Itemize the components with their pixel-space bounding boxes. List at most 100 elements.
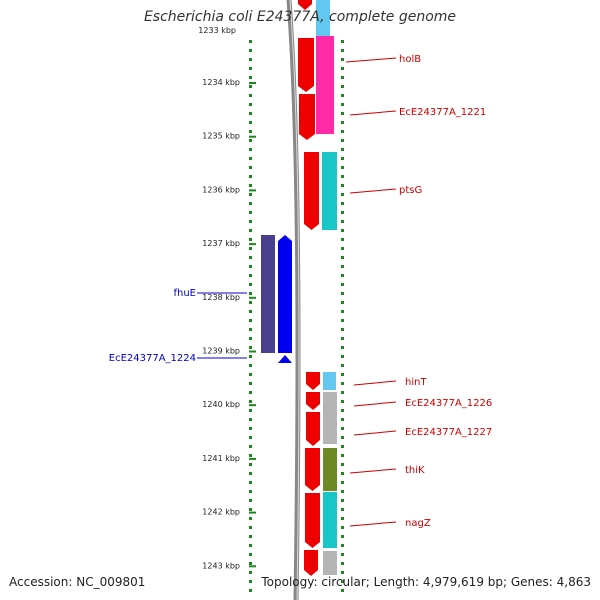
feature-track-dot — [341, 211, 344, 214]
cds-arrow — [304, 550, 318, 576]
gene-label: EcE24377A_1221 — [399, 107, 486, 118]
gene-label: EcE24377A_1224 — [109, 353, 196, 364]
scale-track-dot — [249, 76, 252, 79]
scale-track-dot — [249, 175, 252, 178]
feature-track-dot — [341, 319, 344, 322]
scale-track-dot — [249, 409, 252, 412]
scale-tick-label: 1241 kbp — [202, 454, 240, 463]
gene-callout-line — [349, 188, 397, 194]
feature-track-dot — [341, 544, 344, 547]
scale-track-dot — [249, 211, 252, 214]
scale-tick-label: 1242 kbp — [202, 508, 240, 517]
scale-track-dot — [249, 247, 252, 250]
scale-track-dot — [249, 283, 252, 286]
feature-track-dot — [341, 265, 344, 268]
feature-track-dot — [341, 274, 344, 277]
feature-track-dot — [341, 373, 344, 376]
feature-track-dot — [341, 472, 344, 475]
scale-track-dot — [249, 337, 252, 340]
scale-track-dot — [249, 463, 252, 466]
feature-track-dot — [341, 328, 344, 331]
gene-callouts: holB EcE24377A_1221 ptsG hinT EcE24377A_1226… — [109, 54, 493, 529]
feature-track-dot — [341, 490, 344, 493]
feature-track-dot — [341, 283, 344, 286]
scale-tick-label: 1238 kbp — [202, 293, 240, 302]
scale-tick-mark — [249, 189, 256, 192]
gene-callout-line — [345, 57, 397, 63]
cds-arrow — [306, 372, 320, 390]
feature-track-dot — [341, 400, 344, 403]
cds-arrow — [306, 412, 320, 446]
feature-track-dot — [341, 292, 344, 295]
feature-track-dot — [341, 175, 344, 178]
feature-track-dot — [341, 310, 344, 313]
scale-track-dot — [249, 67, 252, 70]
feature-track-dot — [341, 220, 344, 223]
gene-label: nagZ — [405, 518, 431, 529]
function-block — [322, 152, 337, 230]
reverse-cds-arrow — [278, 235, 292, 353]
scale-track-dot — [249, 391, 252, 394]
scale-track-dot — [249, 589, 252, 592]
cds-arrow — [298, 0, 312, 10]
map-title: Escherichia coli E24377A, complete genom… — [143, 9, 457, 25]
scale-track-dot — [249, 499, 252, 502]
scale-track-dot — [249, 157, 252, 160]
feature-track-dot — [341, 562, 344, 565]
feature-track-dot — [341, 427, 344, 430]
scale-track-dot — [249, 355, 252, 358]
scale-track-dot — [249, 85, 252, 88]
scale-track-dot — [249, 193, 252, 196]
cds-arrow — [299, 94, 315, 140]
feature-track-dot — [341, 508, 344, 511]
feature-track-dot — [341, 166, 344, 169]
scale-track-dot — [249, 454, 252, 457]
scale-track-dot — [249, 481, 252, 484]
gene-callout-line — [349, 468, 397, 474]
reverse-cds-arrow — [278, 355, 292, 363]
scale-dot-tracks — [249, 40, 344, 592]
feature-track-dot — [341, 517, 344, 520]
feature-track-dot — [341, 571, 344, 574]
gene-label: hinT — [405, 377, 427, 388]
feature-track-dot — [341, 229, 344, 232]
gene-callout-line — [349, 521, 397, 527]
scale-track-dot — [249, 229, 252, 232]
feature-track-dot — [341, 481, 344, 484]
scale-track-dot — [249, 121, 252, 124]
scale-tick-mark — [249, 457, 256, 460]
gene-label: EcE24377A_1226 — [405, 398, 492, 409]
cds-arrow — [304, 152, 319, 230]
gene-label: thiK — [405, 465, 425, 476]
feature-track-dot — [341, 418, 344, 421]
backbone-highlight — [289, 0, 300, 600]
feature-track-dot — [341, 301, 344, 304]
scale-track-dot — [249, 40, 252, 43]
feature-track-dot — [341, 436, 344, 439]
feature-track-dot — [341, 256, 344, 259]
feature-track-dot — [341, 589, 344, 592]
scale-tick-label: 1235 kbp — [202, 132, 240, 141]
feature-track-dot — [341, 337, 344, 340]
scale-tick-mark — [249, 296, 256, 299]
feature-track-dot — [341, 382, 344, 385]
feature-track-dot — [341, 247, 344, 250]
feature-track-dot — [341, 58, 344, 61]
scale-track-dot — [249, 94, 252, 97]
scale-track-dot — [249, 238, 252, 241]
gene-label: fhuE — [173, 288, 196, 299]
feature-blocks — [261, 0, 337, 575]
feature-track-dot — [341, 202, 344, 205]
cds-arrow — [305, 493, 320, 548]
scale-tick-label: 1236 kbp — [202, 185, 240, 194]
feature-track-dot — [341, 445, 344, 448]
gene-callout-line — [353, 430, 397, 436]
scale-track-dot — [249, 544, 252, 547]
cds-arrow — [298, 38, 314, 92]
function-block — [323, 448, 337, 491]
feature-track-dot — [341, 121, 344, 124]
accession-label: Accession: NC_009801 — [9, 575, 146, 589]
gene-label: holB — [399, 54, 421, 65]
scale-track-dot — [249, 526, 252, 529]
scale-track-dot — [249, 553, 252, 556]
